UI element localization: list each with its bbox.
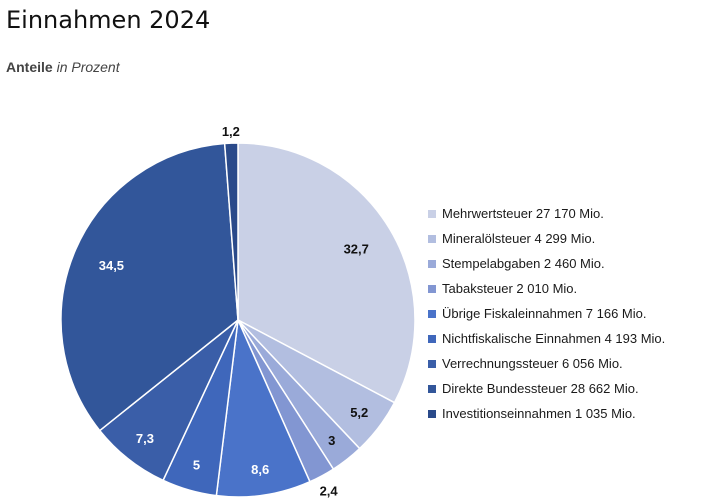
- chart-title: Einnahmen 2024: [6, 6, 211, 34]
- slice-value-label: 5,2: [350, 405, 368, 420]
- legend-swatch: [428, 209, 436, 218]
- pie-slice: [237, 142, 416, 404]
- legend-label: Tabaksteuer 2 010 Mio.: [442, 281, 578, 296]
- legend-swatch: [428, 259, 436, 268]
- slice-value-label: 2,4: [320, 484, 339, 499]
- legend-item: Tabaksteuer 2 010 Mio.: [428, 276, 665, 301]
- slice-value-label: 34,5: [99, 258, 124, 273]
- legend-swatch: [428, 309, 436, 318]
- slice-value-label: 32,7: [344, 242, 369, 257]
- legend-swatch: [428, 334, 436, 343]
- slice-value-label: 1,2: [222, 124, 240, 139]
- subtitle-italic: in Prozent: [56, 59, 120, 75]
- legend-swatch: [428, 384, 436, 393]
- legend-swatch: [428, 359, 436, 368]
- subtitle-bold: Anteile: [6, 59, 53, 75]
- pie-slice: [60, 142, 239, 432]
- legend-swatch: [428, 409, 436, 418]
- legend-item: Nichtfiskalische Einnahmen 4 193 Mio.: [428, 326, 665, 351]
- legend-item: Mehrwertsteuer 27 170 Mio.: [428, 201, 665, 226]
- legend-swatch: [428, 234, 436, 243]
- legend-label: Investitionseinnahmen 1 035 Mio.: [442, 406, 636, 421]
- chart-legend: Mehrwertsteuer 27 170 Mio. Mineralölsteue…: [428, 201, 665, 426]
- legend-label: Übrige Fiskaleinnahmen 7 166 Mio.: [442, 306, 647, 321]
- legend-item: Verrechnungssteuer 6 056 Mio.: [428, 351, 665, 376]
- slice-value-label: 5: [193, 458, 200, 473]
- legend-item: Investitionseinnahmen 1 035 Mio.: [428, 401, 665, 426]
- legend-item: Direkte Bundessteuer 28 662 Mio.: [428, 376, 665, 401]
- legend-label: Nichtfiskalische Einnahmen 4 193 Mio.: [442, 331, 666, 346]
- pie-slice: [215, 317, 311, 498]
- legend-swatch: [428, 284, 436, 293]
- legend-label: Direkte Bundessteuer 28 662 Mio.: [442, 381, 639, 396]
- chart-subtitle: Anteile in Prozent: [6, 59, 120, 75]
- legend-item: Mineralölsteuer 4 299 Mio.: [428, 226, 665, 251]
- slice-value-label: 3: [328, 433, 335, 448]
- legend-label: Verrechnungssteuer 6 056 Mio.: [442, 356, 623, 371]
- pie-slice: [223, 142, 239, 321]
- slice-value-label: 8,6: [251, 462, 269, 477]
- legend-label: Mehrwertsteuer 27 170 Mio.: [442, 206, 604, 221]
- legend-label: Stempelabgaben 2 460 Mio.: [442, 256, 605, 271]
- legend-item: Übrige Fiskaleinnahmen 7 166 Mio.: [428, 301, 665, 326]
- legend-item: Stempelabgaben 2 460 Mio.: [428, 251, 665, 276]
- legend-label: Mineralölsteuer 4 299 Mio.: [442, 231, 596, 246]
- slice-value-label: 7,3: [136, 431, 154, 446]
